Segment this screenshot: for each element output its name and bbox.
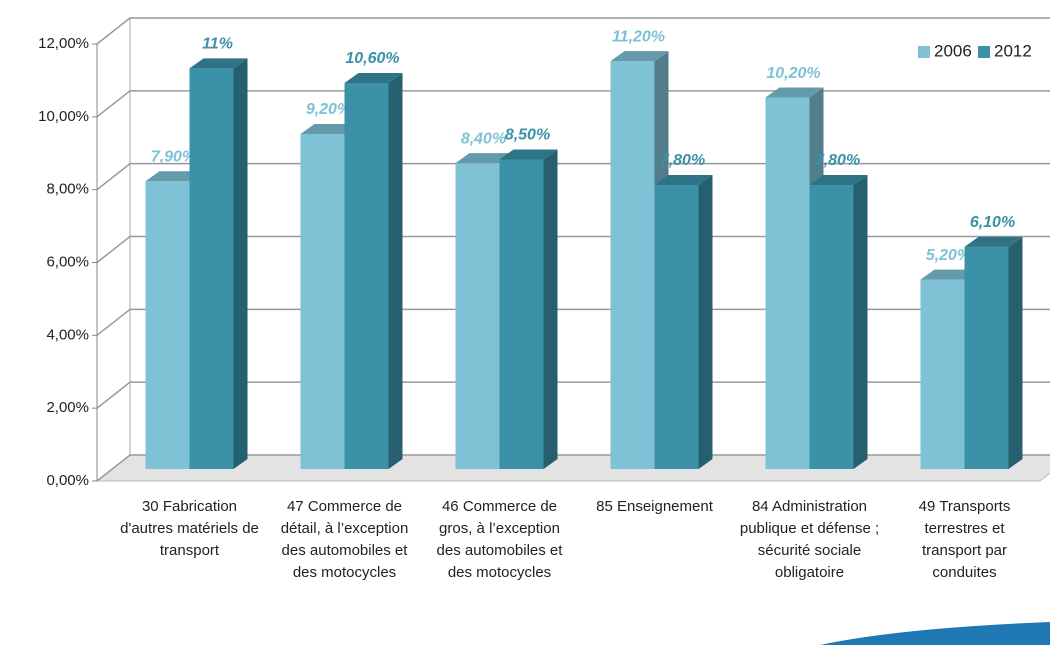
- x-tick-label: 47 Commerce de détail, à l’exception des…: [280, 498, 409, 581]
- bar-side-shade: [1008, 236, 1023, 469]
- bar-side-shade: [543, 149, 558, 470]
- bar-top-shade: [344, 72, 403, 83]
- x-tick-label: 30 Fabrication d'autres matériels de tra…: [120, 498, 259, 559]
- bar-top: [964, 236, 1023, 247]
- bar-top: [189, 58, 248, 69]
- bar-front: [964, 246, 1009, 469]
- bar-front: [809, 184, 854, 469]
- y-tick-label: 10,00%: [38, 108, 89, 125]
- value-label: 8,40%: [461, 130, 506, 147]
- bar-top: [809, 174, 868, 185]
- bar-top: [300, 123, 359, 134]
- value-label: 6,10%: [970, 214, 1015, 231]
- bar-top-shade: [300, 123, 359, 134]
- value-label: 9,20%: [306, 101, 351, 118]
- bar-side-shade: [233, 58, 248, 470]
- bar-top-shade: [654, 174, 713, 185]
- bar-top-shade: [145, 171, 204, 182]
- bar-side-shade: [698, 174, 713, 469]
- bar-top: [920, 269, 979, 280]
- value-label: 7,90%: [151, 149, 196, 166]
- bar: [964, 236, 1023, 469]
- grid-line: [96, 308, 1050, 336]
- y-tick-label: 8,00%: [46, 181, 89, 198]
- bar-top: [344, 72, 403, 83]
- bar: [499, 149, 558, 470]
- bar-front: [300, 133, 345, 469]
- value-label: 8,50%: [505, 127, 550, 144]
- bar-side: [698, 174, 713, 469]
- bar-side: [388, 72, 403, 469]
- y-tick-label: 12,00%: [38, 35, 89, 52]
- grid-line: [96, 162, 1050, 191]
- bar: [654, 174, 713, 469]
- value-label: 10,60%: [345, 50, 399, 67]
- bar-front: [920, 279, 965, 469]
- bar-side: [233, 58, 248, 470]
- bar-front: [654, 184, 699, 469]
- bar-top-shade: [920, 269, 979, 280]
- x-tick-label: 85 Enseignement: [596, 498, 713, 515]
- x-tick-label: 46 Commerce de gros, à l’exception des a…: [436, 498, 563, 581]
- grid-line: [96, 235, 1050, 264]
- bar: [344, 72, 403, 469]
- value-label: 7,80%: [815, 152, 860, 169]
- bar-top-shade: [499, 149, 558, 160]
- bar-front: [499, 159, 544, 470]
- y-tick-label: 4,00%: [46, 326, 89, 343]
- grid-line: [96, 454, 1050, 482]
- bar-front: [765, 97, 810, 470]
- bar-top: [499, 149, 558, 160]
- bar-top: [765, 87, 824, 98]
- legend-label: 2012: [994, 41, 1032, 60]
- y-tick-label: 2,00%: [46, 399, 89, 416]
- decor-swoosh: [820, 622, 1050, 645]
- bar-top-shade: [455, 153, 514, 164]
- legend-swatch: [918, 46, 930, 58]
- bar-front: [344, 82, 389, 469]
- bar-top-shade: [964, 236, 1023, 247]
- value-label: 7,80%: [660, 152, 705, 169]
- bar-side: [543, 149, 558, 470]
- bar-top: [145, 171, 204, 182]
- value-label: 11,20%: [612, 28, 665, 45]
- bar-top-shade: [610, 51, 669, 62]
- grid-line: [96, 381, 1050, 409]
- legend-label: 2006: [934, 41, 972, 60]
- x-tick-label: 84 Administration publique et défense ; …: [739, 498, 880, 581]
- bar-side-shade: [853, 174, 868, 469]
- bar-front: [610, 61, 655, 470]
- bar-side-shade: [388, 72, 403, 469]
- y-tick-label: 6,00%: [46, 253, 89, 270]
- value-label: 11%: [202, 36, 233, 53]
- bar-side: [853, 174, 868, 469]
- bar-front: [145, 181, 190, 469]
- bar-top-shade: [189, 58, 248, 69]
- bar-front: [455, 163, 500, 469]
- bar-side: [1008, 236, 1023, 469]
- bar-top-shade: [765, 87, 824, 98]
- x-tick-label: 49 Transports terrestres et transport pa…: [918, 498, 1011, 581]
- legend-swatch: [978, 46, 990, 58]
- value-label: 5,20%: [926, 247, 971, 264]
- value-label: 10,20%: [766, 65, 820, 82]
- bar: [189, 58, 248, 470]
- bar-top: [455, 153, 514, 164]
- bar-front: [189, 68, 234, 470]
- bar-top: [654, 174, 713, 185]
- y-tick-label: 0,00%: [46, 472, 89, 489]
- grid-line: [96, 17, 1050, 45]
- bar-top: [610, 51, 669, 62]
- bar-top-shade: [809, 174, 868, 185]
- grid-line: [96, 90, 1050, 118]
- bar: [809, 174, 868, 469]
